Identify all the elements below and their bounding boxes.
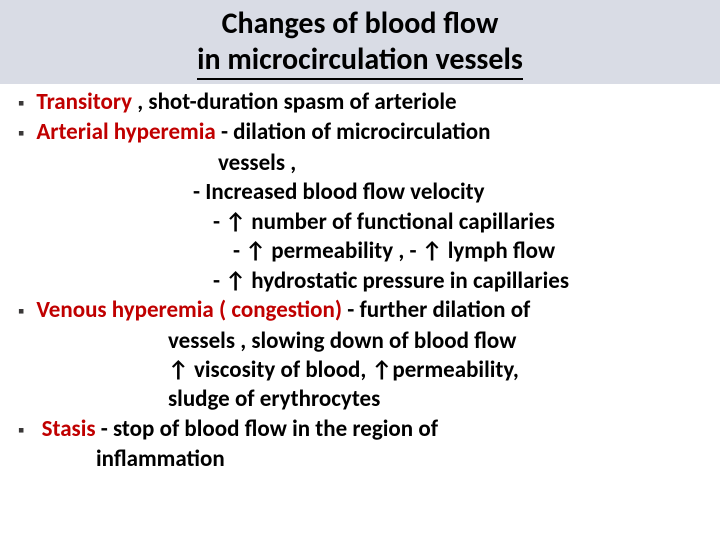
item-rest: , shot-duration spasm of arteriole <box>132 88 457 116</box>
item-rest: - further dilation of <box>347 296 530 324</box>
list-item: ▪ Arterial hyperemia - dilation of micro… <box>18 118 702 147</box>
continuation-line: - ↑ number of functional capillaries <box>18 208 702 237</box>
continuation-line: vessels , <box>18 149 702 178</box>
continuation-line: ↑ viscosity of blood, ↑permeability, <box>18 356 702 385</box>
bullet-icon: ▪ <box>18 92 24 114</box>
bullet-icon: ▪ <box>18 300 24 322</box>
title-bar: Changes of blood flow in microcirculatio… <box>0 0 720 84</box>
item-text: Arterial hyperemia - dilation of microci… <box>36 118 490 147</box>
slide-title: Changes of blood flow in microcirculatio… <box>197 6 523 80</box>
item-text: Stasis - stop of blood flow in the regio… <box>36 415 438 444</box>
keyword-red: Arterial hyperemia <box>36 118 221 146</box>
title-line-2: in microcirculation vessels <box>197 41 523 78</box>
title-line-1: Changes of blood flow <box>222 5 499 42</box>
keyword-red: Venous hyperemia ( congestion) <box>36 296 347 324</box>
item-text: Venous hyperemia ( congestion) - further… <box>36 296 530 325</box>
continuation-line: vessels , slowing down of blood flow <box>18 327 702 356</box>
item-rest: - stop of blood flow in the region of <box>101 415 438 443</box>
slide-content: ▪ Transitory , shot-duration spasm of ar… <box>0 84 720 485</box>
item-text: Transitory , shot-duration spasm of arte… <box>36 88 456 117</box>
continuation-line: - ↑ permeability , - ↑ lymph flow <box>18 237 702 266</box>
list-item: ▪ Transitory , shot-duration spasm of ar… <box>18 88 702 117</box>
bullet-icon: ▪ <box>18 122 24 144</box>
keyword-red: Transitory <box>36 88 132 116</box>
list-item: ▪ Stasis - stop of blood flow in the reg… <box>18 415 702 444</box>
continuation-line: inflammation <box>18 445 702 474</box>
keyword-red: Stasis <box>42 415 101 443</box>
list-item: ▪ Venous hyperemia ( congestion) - furth… <box>18 296 702 325</box>
bullet-icon: ▪ <box>18 419 24 441</box>
continuation-line: - Increased blood flow velocity <box>18 178 702 207</box>
item-rest: - dilation of microcirculation <box>221 118 491 146</box>
continuation-line: - ↑ hydrostatic pressure in capillaries <box>18 267 702 296</box>
continuation-line: sludge of erythrocytes <box>18 385 702 414</box>
